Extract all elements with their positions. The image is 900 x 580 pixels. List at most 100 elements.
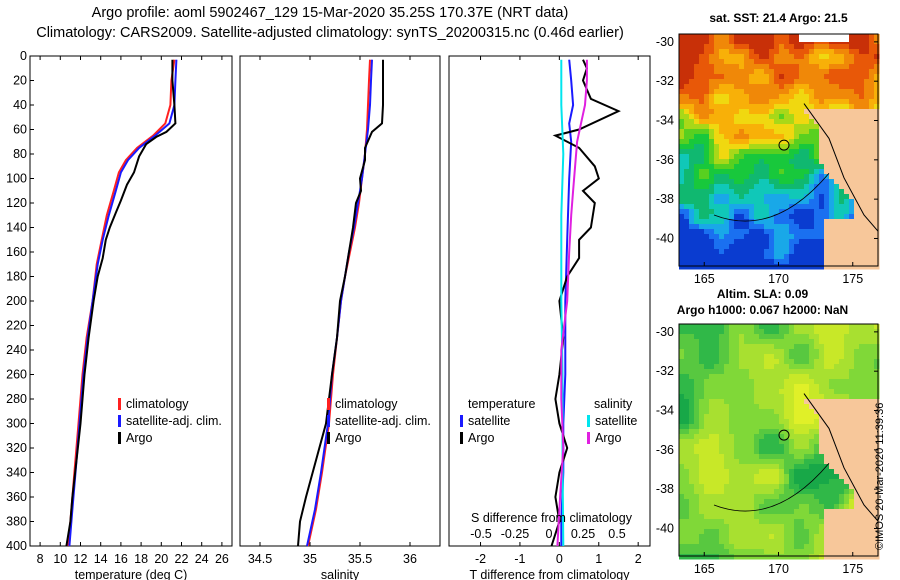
map-cell [704, 339, 710, 345]
map-cell [779, 484, 785, 490]
map-cell [819, 439, 825, 445]
map-cell [729, 389, 735, 395]
map-cell [714, 199, 720, 205]
map-cell [874, 324, 880, 330]
map-cell [734, 554, 740, 560]
map-cell [709, 519, 715, 525]
map-cell [859, 119, 865, 125]
map-cell [679, 39, 685, 45]
map-cell [754, 114, 760, 120]
map-cell [754, 399, 760, 405]
map-cell [814, 519, 820, 525]
map-cell [719, 474, 725, 480]
map-cell [824, 349, 830, 355]
map-cell [799, 54, 805, 60]
lon-tick-label: 165 [694, 272, 715, 286]
map-cell [859, 59, 865, 65]
map-cell [709, 369, 715, 375]
map-cell [679, 214, 685, 220]
map-cell [734, 464, 740, 470]
map-cell [699, 389, 705, 395]
map-cell [694, 189, 700, 195]
map-cell [734, 164, 740, 170]
map-cell [794, 329, 800, 335]
map-cell [804, 114, 810, 120]
map-cell [859, 34, 865, 40]
map-cell [854, 529, 860, 535]
map-cell [724, 259, 730, 265]
map-cell [869, 104, 875, 110]
map-cell [729, 444, 735, 450]
map-cell [729, 544, 735, 550]
map-cell [799, 149, 805, 155]
map-cell [849, 154, 855, 160]
map-cell [774, 79, 780, 85]
map-cell [699, 89, 705, 95]
map-cell [729, 494, 735, 500]
map-cell [699, 139, 705, 145]
map-cell [689, 514, 695, 520]
map-cell [774, 39, 780, 45]
map-cell [774, 109, 780, 115]
map-cell [689, 64, 695, 70]
map-cell [874, 239, 880, 245]
legend-swatch [327, 432, 330, 444]
map-cell [679, 459, 685, 465]
map-cell [769, 514, 775, 520]
map-cell [769, 184, 775, 190]
map-cell [724, 324, 730, 330]
map-cell [844, 354, 850, 360]
map-cell [769, 439, 775, 445]
map-cell [699, 189, 705, 195]
map-cell [694, 549, 700, 555]
map-cell [829, 544, 835, 550]
map-cell [849, 429, 855, 435]
map-cell [829, 519, 835, 525]
map-cell [714, 104, 720, 110]
map-cell [679, 144, 685, 150]
map-cell [844, 209, 850, 215]
map-cell [709, 139, 715, 145]
map-cell [869, 494, 875, 500]
map-cell [804, 219, 810, 225]
map-cell [694, 474, 700, 480]
map-cell [704, 444, 710, 450]
map-cell [834, 464, 840, 470]
map-cell [744, 424, 750, 430]
map-cell [834, 199, 840, 205]
map-cell [824, 159, 830, 165]
map-cell [754, 129, 760, 135]
map-cell [759, 224, 765, 230]
map-cell [794, 224, 800, 230]
map-cell [854, 179, 860, 185]
map-cell [864, 39, 870, 45]
map-cell [839, 444, 845, 450]
map-cell [784, 59, 790, 65]
map-cell [719, 154, 725, 160]
map-cell [834, 114, 840, 120]
map-cell [809, 534, 815, 540]
map-cell [789, 344, 795, 350]
map-cell [699, 154, 705, 160]
map-cell [834, 154, 840, 160]
map-cell [779, 194, 785, 200]
map-cell [749, 544, 755, 550]
map-cell [854, 454, 860, 460]
map-cell [769, 79, 775, 85]
map-cell [799, 519, 805, 525]
map-cell [689, 119, 695, 125]
map-cell [849, 249, 855, 255]
map-cell [749, 369, 755, 375]
map-cell [704, 489, 710, 495]
map-cell [729, 134, 735, 140]
map-cell [789, 404, 795, 410]
map-cell [824, 459, 830, 465]
map-cell [794, 149, 800, 155]
map-cell [789, 504, 795, 510]
map-cell [709, 94, 715, 100]
map-cell [869, 359, 875, 365]
map-cell [739, 139, 745, 145]
map-cell [839, 544, 845, 550]
map-cell [804, 59, 810, 65]
map-cell [689, 194, 695, 200]
